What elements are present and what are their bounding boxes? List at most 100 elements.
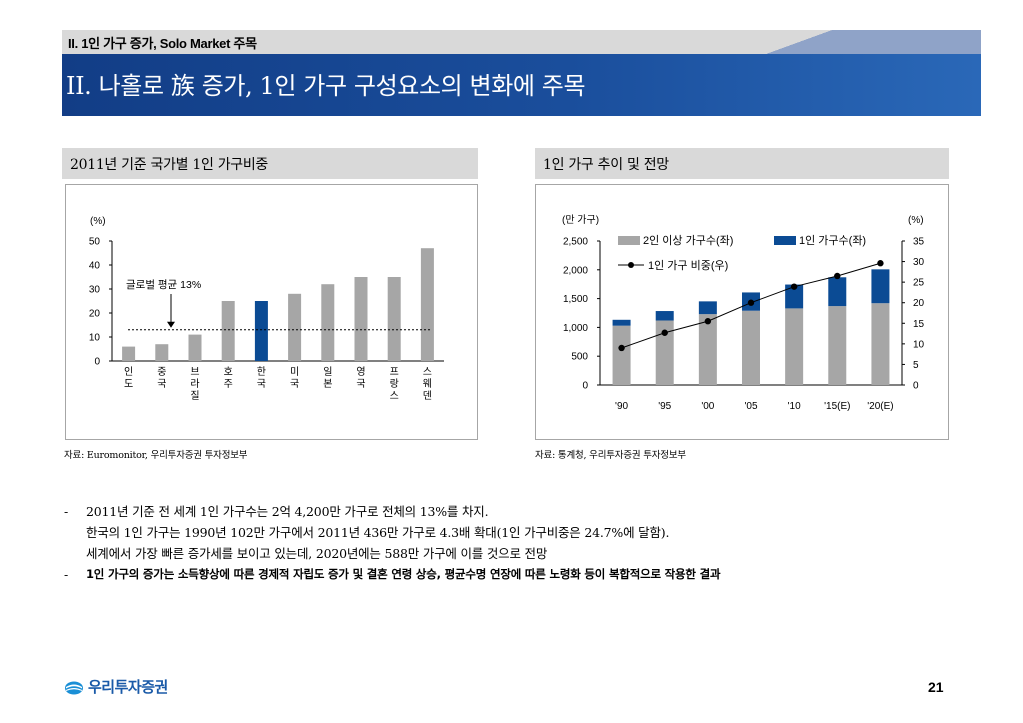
legend-label-ratio: 1인 가구 비중(우) — [648, 259, 728, 272]
bar-single-person — [828, 277, 847, 307]
left-tick-label: 2,000 — [563, 265, 588, 276]
left-tick-label: 0 — [582, 381, 588, 392]
x-tick-label: '20(E) — [867, 401, 893, 412]
right-tick-label: 30 — [913, 257, 925, 268]
legend-swatch-multi — [618, 236, 640, 245]
bullet-item: - 1인 가구의 증가는 소득향상에 따른 경제적 자립도 증가 및 결혼 연령… — [62, 564, 721, 585]
logo-text: 우리투자증권 — [88, 678, 168, 696]
logo-mark-icon — [65, 681, 83, 694]
ratio-point — [618, 344, 625, 352]
bar — [354, 277, 368, 361]
bullet-text: 1인 가구의 증가는 소득향상에 따른 경제적 자립도 증가 및 결혼 연령 상… — [86, 567, 721, 581]
bullet-dash: - — [64, 567, 69, 582]
bullet-text: 2011년 기준 전 세계 1인 가구수는 2억 4,200만 가구로 전체의 … — [86, 504, 489, 519]
right-source: 자료: 통계청, 우리투자증권 투자정보부 — [535, 450, 686, 461]
global-average-label: 글로벌 평균 13% — [126, 279, 201, 291]
left-source: 자료: Euromonitor, 우리투자증권 투자정보부 — [64, 450, 248, 461]
right-chart-box: (만 가구) (%) 2,500 2,000 1,500 1,000 500 0 35 30 25 2… — [535, 184, 949, 440]
ratio-point — [747, 299, 755, 306]
ratio-point — [877, 260, 884, 267]
household-trend-chart: (만 가구) (%) 2,500 2,000 1,500 1,000 500 0 35 30 25 2… — [562, 214, 925, 412]
x-tick-label: '05 — [744, 401, 757, 412]
y-tick-label: 0 — [94, 357, 100, 368]
right-tick-label: 0 — [913, 381, 919, 392]
section-label: II. 1인 가구 증가, Solo Market 주목 — [68, 36, 257, 51]
bar-single-person — [698, 301, 717, 315]
bar-multi-person — [698, 314, 717, 385]
y-tick-label: 40 — [89, 261, 101, 272]
left-tick-label: 1,000 — [563, 323, 588, 334]
right-axis-label: (%) — [908, 215, 924, 226]
bar — [221, 301, 235, 361]
x-tick-label: '10 — [788, 401, 801, 412]
ratio-point — [834, 272, 841, 280]
bar-multi-person — [612, 325, 631, 385]
bar-multi-person — [655, 320, 674, 385]
summary-bullets: - 2011년 기준 전 세계 1인 가구수는 2억 4,200만 가구로 전체… — [62, 501, 721, 585]
left-tick-label: 500 — [571, 352, 588, 363]
ratio-point — [790, 283, 798, 290]
bullet-text: 한국의 1인 가구는 1990년 102만 가구에서 2011년 436만 가구… — [86, 525, 670, 540]
bar — [387, 277, 401, 361]
right-tick-label: 15 — [913, 319, 925, 330]
bar — [188, 334, 202, 361]
left-tick-label: 1,500 — [563, 294, 588, 305]
left-chart-box: (%) 50 40 30 20 10 0 인 도 중 국 브 라 질 호 주 한 국 미 국 일 본 영 국 프 랑 스 스 웨 덴 글로벌… — [65, 184, 478, 440]
bullet-item: - 2011년 기준 전 세계 1인 가구수는 2억 4,200만 가구로 전체… — [62, 501, 720, 522]
right-tick-label: 5 — [913, 360, 919, 371]
right-tick-label: 20 — [913, 298, 925, 309]
bar-single-person — [871, 269, 890, 304]
bullet-dash: - — [64, 504, 69, 519]
x-tick-label: '15(E) — [824, 401, 850, 412]
bar-multi-person — [742, 310, 760, 385]
right-tick-label: 10 — [913, 339, 925, 350]
page-number: 21 — [928, 679, 944, 695]
x-tick-label: '95 — [658, 401, 671, 412]
y-tick-label: 30 — [89, 285, 101, 296]
bar — [288, 293, 302, 361]
bar-multi-person — [828, 306, 847, 385]
bar-multi-person — [871, 303, 890, 385]
bar-single-person — [612, 319, 631, 326]
company-logo: 우리투자증권 — [64, 676, 168, 697]
bar — [420, 248, 434, 361]
ratio-point — [661, 329, 668, 336]
bar-single-person — [655, 311, 674, 321]
right-tick-label: 25 — [913, 278, 925, 289]
bar-multi-person — [785, 308, 804, 385]
bullet-text: 세계에서 가장 빠른 증가세를 보이고 있는데, 2020년에는 588만 가구… — [86, 546, 548, 561]
x-tick-label: '90 — [615, 401, 628, 412]
right-panel-header: 1인 가구 추이 및 전망 — [535, 148, 949, 179]
bar — [122, 346, 136, 361]
right-tick-label: 35 — [913, 237, 925, 248]
legend-marker-ratio — [628, 262, 634, 268]
bar-single-person — [785, 284, 804, 309]
legend-label-multi: 2인 이상 가구수(좌) — [643, 234, 733, 247]
bar — [254, 301, 268, 361]
title-band — [62, 54, 981, 116]
bullet-item: 세계에서 가장 빠른 증가세를 보이고 있는데, 2020년에는 588만 가구… — [62, 543, 720, 564]
left-tick-label: 2,500 — [563, 237, 588, 248]
left-panel-header: 2011년 기준 국가별 1인 가구비중 — [62, 148, 478, 179]
country-share-chart: (%) 50 40 30 20 10 0 인 도 중 국 브 라 질 호 주 한 국 미 국 일 본 영 국 프 랑 스 스 웨 덴 글로벌… — [89, 216, 444, 402]
y-tick-label: 50 — [89, 237, 101, 248]
bar — [155, 344, 169, 361]
x-tick-label: '00 — [701, 401, 714, 412]
y-axis-label: (%) — [90, 216, 106, 227]
section-band-accent — [740, 30, 981, 54]
y-tick-label: 20 — [89, 309, 101, 320]
legend-swatch-single — [774, 236, 796, 245]
left-axis-label: (만 가구) — [562, 214, 599, 226]
annotation-arrow-head — [167, 321, 175, 328]
legend-label-single: 1인 가구수(좌) — [799, 234, 866, 247]
bullet-item: 한국의 1인 가구는 1990년 102만 가구에서 2011년 436만 가구… — [62, 522, 720, 543]
bar — [321, 284, 335, 361]
